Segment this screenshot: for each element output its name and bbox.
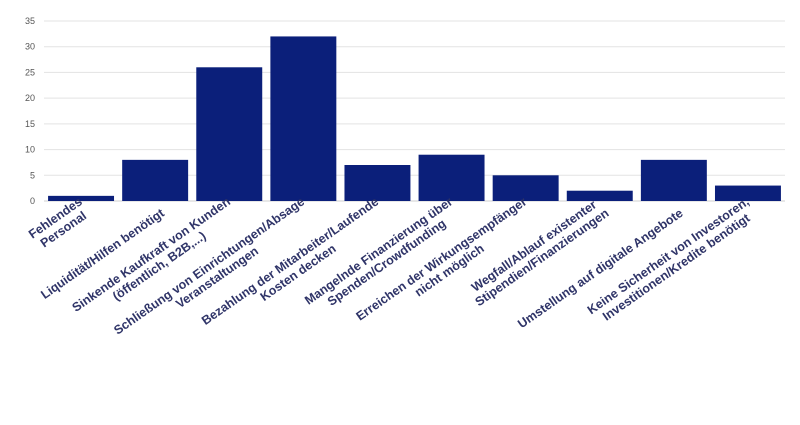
bar: [714, 185, 781, 201]
bars: [48, 36, 781, 202]
y-axis-ticks: 0 5 10 15 20 25 30 35: [25, 16, 35, 206]
bar: [344, 165, 411, 201]
bar: [492, 175, 559, 201]
y-tick-label: 30: [25, 42, 35, 52]
x-category-label: FehlendesPersonal: [26, 194, 93, 252]
y-tick-label: 25: [25, 67, 35, 77]
bar: [270, 36, 337, 202]
x-category-label-line: Investitionen/Kredite benötigt: [600, 211, 753, 324]
y-tick-label: 0: [30, 196, 35, 206]
y-tick-label: 35: [25, 16, 35, 26]
y-tick-label: 15: [25, 119, 35, 129]
x-category-label: Wegfall/Ablauf existenterStipendien/Fina…: [465, 195, 612, 310]
y-tick-label: 20: [25, 93, 35, 103]
bar: [640, 159, 707, 201]
y-tick-label: 10: [25, 145, 35, 155]
y-tick-label: 5: [30, 170, 35, 180]
bar: [48, 195, 115, 201]
bar: [122, 159, 189, 201]
bar: [418, 154, 485, 201]
bar: [196, 67, 263, 201]
bar: [566, 190, 633, 201]
